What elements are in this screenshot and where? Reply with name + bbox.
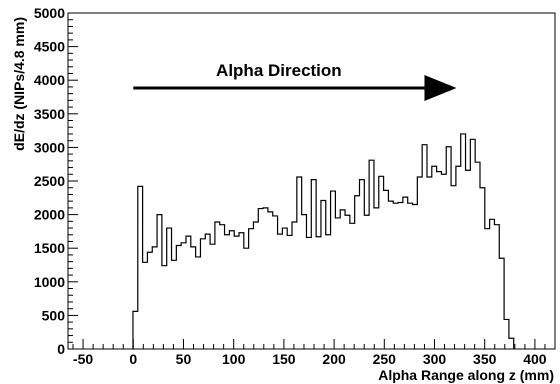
y-tick-label: 1500 [34,240,65,256]
alpha-direction-arrow [133,75,457,101]
alpha-direction-label: Alpha Direction [216,61,342,80]
y-tick-label: 500 [42,307,66,323]
x-tick-label: 200 [322,351,346,367]
y-tick-label: 2500 [34,173,65,189]
y-tick-label: 0 [57,341,65,357]
x-tick-label: -50 [73,351,93,367]
x-tick-label: 400 [523,351,547,367]
x-axis-title: Alpha Range along z (mm) [378,367,554,383]
x-tick-label: 50 [176,351,192,367]
x-tick-label: 100 [222,351,246,367]
x-tick-label: 350 [473,351,497,367]
y-tick-label: 1000 [34,274,65,290]
y-tick-label: 4000 [34,72,65,88]
y-tick-label: 3500 [34,106,65,122]
x-tick-label: 0 [129,351,137,367]
y-tick-label: 2000 [34,207,65,223]
y-axis-title: dE/dz (NIPs/4.8 mm) [11,17,27,151]
y-tick-label: 3000 [34,139,65,155]
y-tick-label: 5000 [34,5,65,21]
histogram-line [132,133,515,349]
x-axis: -50 0 50 100 150 200 250 300 350 400 [72,339,556,367]
x-tick-label: 250 [373,351,397,367]
y-tick-label: 4500 [34,39,65,55]
y-axis: 0 500 1000 1500 2000 2500 3000 3500 4000 4500 5000 [34,5,78,357]
arrow-head-icon [424,75,457,101]
x-tick-label: 150 [272,351,296,367]
x-tick-label: 300 [423,351,447,367]
